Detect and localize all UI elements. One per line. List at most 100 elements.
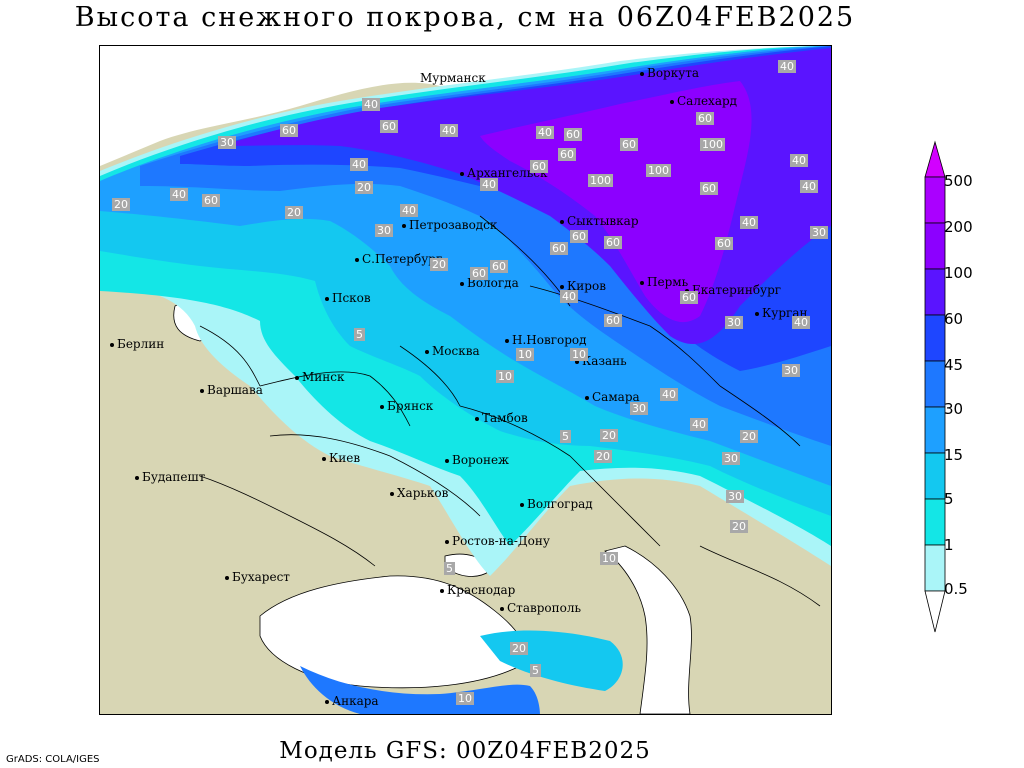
- legend-label: 15: [944, 446, 964, 464]
- city-st-petersburg: С.Петербург: [355, 252, 442, 266]
- contour-label: 60: [570, 230, 588, 243]
- contour-label: 40: [778, 60, 796, 73]
- contour-label: 5: [444, 562, 455, 575]
- city-bryansk: Брянск: [380, 399, 433, 413]
- contour-label: 40: [536, 126, 554, 139]
- caspian-sea: [604, 545, 692, 714]
- city-nizhny-novgorod: Н.Новгород: [505, 333, 587, 347]
- contour-label: 60: [680, 291, 698, 304]
- city-perm: Пермь: [640, 275, 688, 289]
- contour-label: 60: [470, 267, 488, 280]
- city-murmansk: Мурманск: [420, 71, 486, 85]
- contour-label: 60: [380, 120, 398, 133]
- snow-100: [480, 81, 752, 323]
- city-vorkuta: Воркута: [640, 66, 699, 80]
- contour-label: 30: [375, 224, 393, 237]
- city-krasnodar: Краснодар: [440, 583, 515, 597]
- contour-label: 60: [490, 260, 508, 273]
- city-volgograd: Волгоград: [520, 497, 593, 511]
- contour-label: 40: [362, 98, 380, 111]
- contour-label: 30: [218, 136, 236, 149]
- contour-label: 40: [690, 418, 708, 431]
- city-stavropol: Ставрополь: [500, 601, 581, 615]
- contour-label: 30: [726, 490, 744, 503]
- legend-label: 60: [944, 310, 964, 328]
- city-syktyvkar: Сыктывкар: [560, 214, 639, 228]
- legend-label: 200: [944, 218, 973, 236]
- snow-south-coast: [300, 666, 540, 714]
- contour-label: 5: [354, 328, 365, 341]
- contour-label: 5: [530, 664, 541, 677]
- contour-label: 40: [350, 158, 368, 171]
- city-samara: Самара: [585, 390, 640, 404]
- contour-label: 100: [646, 164, 671, 177]
- contour-label: 30: [722, 452, 740, 465]
- contour-label: 60: [700, 182, 718, 195]
- contour-label: 40: [790, 154, 808, 167]
- contour-label: 100: [700, 138, 725, 151]
- color-legend: [924, 140, 946, 633]
- contour-label: 20: [430, 258, 448, 271]
- contour-label: 40: [400, 204, 418, 217]
- contour-label: 20: [285, 206, 303, 219]
- city-salekhard: Салехард: [670, 94, 737, 108]
- contour-label: 30: [630, 402, 648, 415]
- contour-label: 60: [280, 124, 298, 137]
- contour-label: 30: [782, 364, 800, 377]
- legend-label: 5: [944, 490, 954, 508]
- city-tambov: Тамбов: [475, 411, 528, 425]
- contour-label: 60: [558, 148, 576, 161]
- legend-label: 500: [944, 172, 973, 190]
- snow-depth-map: Мурманск Воркута Салехард Архангельск Сы…: [99, 45, 832, 715]
- contour-label: 60: [604, 236, 622, 249]
- contour-label: 10: [600, 552, 618, 565]
- city-kharkiv: Харьков: [390, 486, 448, 500]
- contour-label: 20: [740, 430, 758, 443]
- city-kirov: Киров: [560, 279, 606, 293]
- contour-label: 10: [570, 348, 588, 361]
- city-pskov: Псков: [325, 291, 371, 305]
- contour-label: 100: [588, 174, 613, 187]
- city-kazan: Казань: [575, 354, 627, 368]
- city-arkhangelsk: Архангельск: [460, 166, 547, 180]
- city-kyiv: Киев: [322, 451, 360, 465]
- city-rostov: Ростов-на-Дону: [445, 534, 550, 548]
- city-vologda: Вологда: [460, 276, 519, 290]
- map-title: Высота снежного покрова, см на 06Z04FEB2…: [74, 2, 856, 33]
- city-budapest: Будапешт: [135, 470, 205, 484]
- contour-label: 60: [604, 314, 622, 327]
- contour-label: 20: [355, 181, 373, 194]
- contour-label: 60: [550, 242, 568, 255]
- legend-label: 30: [944, 400, 964, 418]
- legend-label: 0.5: [944, 580, 968, 598]
- contour-label: 20: [730, 520, 748, 533]
- contour-label: 40: [792, 316, 810, 329]
- contour-label: 60: [620, 138, 638, 151]
- city-moscow: Москва: [425, 344, 480, 358]
- grads-credit: GrADS: COLA/IGES: [6, 754, 100, 765]
- contour-label: 30: [810, 226, 828, 239]
- contour-label: 5: [560, 430, 571, 443]
- contour-label: 40: [800, 180, 818, 193]
- city-voronezh: Воронеж: [445, 453, 509, 467]
- legend-label: 100: [944, 264, 973, 282]
- city-berlin: Берлин: [110, 337, 164, 351]
- contour-label: 40: [740, 216, 758, 229]
- contour-label: 10: [516, 348, 534, 361]
- contour-label: 20: [600, 429, 618, 442]
- city-minsk: Минск: [295, 370, 345, 384]
- city-ankara: Анкара: [325, 694, 379, 708]
- city-petrozavodsk: Петрозаводск: [402, 218, 497, 232]
- contour-label: 20: [594, 450, 612, 463]
- contour-label: 60: [202, 194, 220, 207]
- contour-label: 40: [480, 178, 498, 191]
- contour-label: 60: [715, 237, 733, 250]
- legend-label: 1: [944, 536, 954, 554]
- contour-label: 20: [510, 642, 528, 655]
- contour-label: 30: [725, 316, 743, 329]
- contour-label: 20: [112, 198, 130, 211]
- contour-label: 40: [660, 388, 678, 401]
- contour-label: 60: [564, 128, 582, 141]
- contour-label: 40: [440, 124, 458, 137]
- contour-label: 40: [560, 290, 578, 303]
